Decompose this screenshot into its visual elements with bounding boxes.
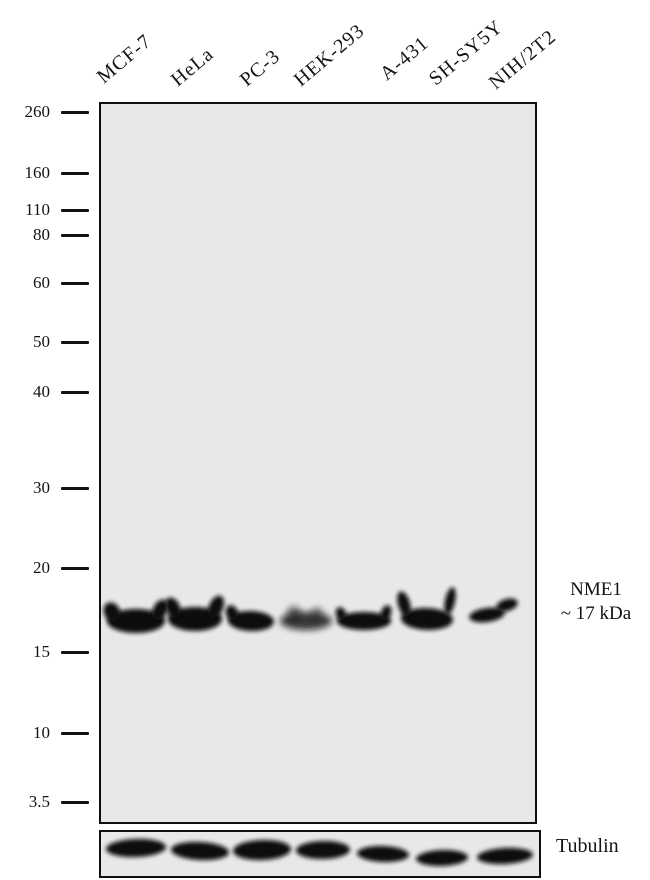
marker-label: 80 — [33, 225, 50, 244]
lane-label: A-431 — [375, 32, 433, 85]
marker-tick — [61, 801, 89, 804]
marker-row: 3.5 — [0, 792, 96, 812]
marker-label: 50 — [33, 332, 50, 351]
lane-label: PC-3 — [235, 45, 285, 91]
marker-row: 80 — [0, 225, 96, 245]
lane-label: MCF-7 — [92, 30, 156, 88]
marker-row: 160 — [0, 163, 96, 183]
band-annotation: NME1 ~ 17 kDa — [548, 578, 644, 626]
marker-row: 20 — [0, 558, 96, 578]
marker-label: 160 — [24, 163, 51, 182]
marker-label: 3.5 — [28, 792, 50, 811]
loading-control-panel — [99, 830, 541, 878]
marker-row: 40 — [0, 382, 96, 402]
marker-tick — [61, 341, 89, 344]
marker-tick — [61, 234, 89, 237]
marker-label: 40 — [33, 382, 50, 401]
main-blot-panel — [99, 102, 537, 824]
marker-row: 260 — [0, 102, 96, 122]
marker-scale: 260 160 110 80 60 50 40 30 20 15 10 3.5 — [0, 0, 99, 880]
marker-row: 10 — [0, 723, 96, 743]
annotation-protein: NME1 — [570, 579, 622, 600]
marker-tick — [61, 651, 89, 654]
marker-label: 110 — [25, 200, 50, 219]
marker-label: 10 — [33, 723, 50, 742]
marker-tick — [61, 567, 89, 570]
marker-tick — [61, 732, 89, 735]
marker-row: 30 — [0, 478, 96, 498]
annotation-size: ~ 17 kDa — [560, 603, 632, 624]
marker-row: 60 — [0, 273, 96, 293]
marker-label: 30 — [33, 478, 50, 497]
marker-tick — [61, 391, 89, 394]
marker-tick — [61, 487, 89, 490]
marker-tick — [61, 209, 89, 212]
marker-row: 110 — [0, 200, 96, 220]
marker-label: 15 — [33, 642, 50, 661]
marker-tick — [61, 282, 89, 285]
marker-tick — [61, 172, 89, 175]
marker-label: 20 — [33, 558, 50, 577]
marker-row: 50 — [0, 332, 96, 352]
lane-label: HeLa — [166, 43, 219, 91]
marker-label: 260 — [24, 102, 51, 121]
marker-tick — [61, 111, 89, 114]
marker-label: 60 — [33, 273, 50, 292]
lane-label: HEK-293 — [289, 19, 369, 91]
loading-control-label: Tubulin — [556, 835, 619, 857]
marker-row: 15 — [0, 642, 96, 662]
